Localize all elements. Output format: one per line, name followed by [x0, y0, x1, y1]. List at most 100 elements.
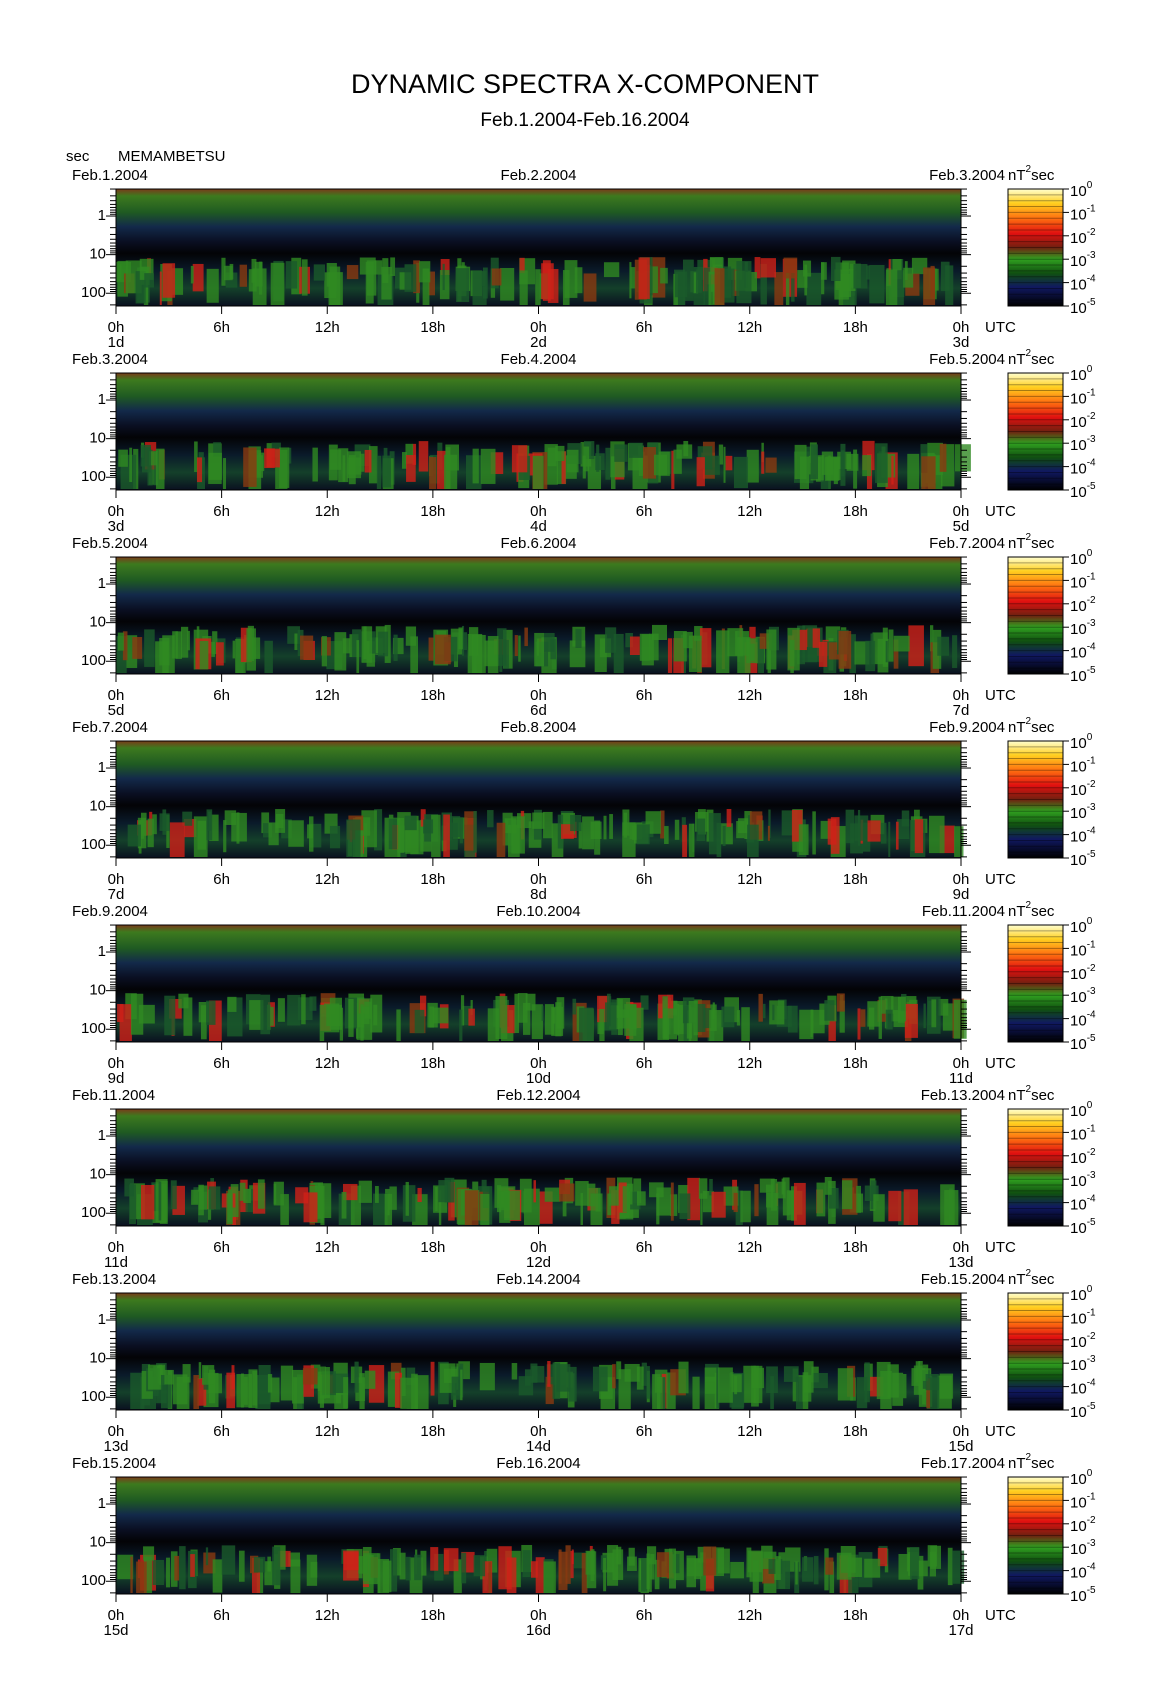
spectrum-patch — [828, 1188, 839, 1209]
spectrum-patch — [264, 640, 273, 673]
unit-exp: 2 — [1026, 532, 1032, 543]
spectrum-patch — [420, 1550, 427, 1576]
spectrum-patch — [723, 446, 726, 483]
date-label: Feb.14.2004 — [496, 1271, 580, 1288]
spectrum-patch — [388, 818, 398, 850]
colorbar-unit: nT2sec — [1008, 1084, 1055, 1104]
colorbar-label: 10-2 — [1070, 962, 1096, 982]
spectrum-patch — [708, 813, 721, 855]
spectrum-patch — [462, 1005, 473, 1026]
spectrum-patch — [573, 1552, 586, 1569]
spectrum-patch — [627, 1556, 637, 1571]
colorbar-base: 10 — [1070, 919, 1087, 936]
spectrum-patch — [420, 809, 426, 827]
colorbar-base: 10 — [1070, 1150, 1087, 1167]
colorbar — [1007, 1476, 1064, 1595]
colorbar-label: 10-5 — [1070, 1033, 1096, 1053]
spectrum-patch — [532, 455, 544, 489]
spectrum-patch — [783, 1366, 799, 1382]
spectrum-patch — [208, 452, 222, 480]
colorbar-label: 10-2 — [1070, 594, 1096, 614]
spectrum-patch — [155, 448, 165, 489]
spectrum-patch — [438, 1190, 442, 1225]
colorbar — [1007, 372, 1064, 491]
spectrum-patch — [459, 1009, 463, 1041]
panel: Feb.15.2004 Feb.16.2004 Feb.17.2004 nT2sec 1… — [72, 1452, 1096, 1639]
spectrum-patch — [346, 819, 361, 857]
spectrum-patch — [378, 631, 389, 657]
spectrum-patch — [473, 1555, 486, 1577]
x-tick-label: 12h — [737, 503, 762, 520]
spectrum-patch — [703, 1008, 712, 1029]
spectrum-patch — [799, 456, 810, 489]
unit-part: sec — [1031, 1087, 1055, 1104]
spectrum-patch — [741, 1007, 750, 1041]
spectrum-patch — [137, 817, 147, 849]
spectrum-patch — [768, 809, 771, 838]
spectrum-patch — [612, 1364, 616, 1389]
spectrum-patch — [162, 635, 175, 673]
colorbar-label: 10-5 — [1070, 1585, 1096, 1605]
x-unit: UTC — [985, 1055, 1016, 1072]
spectrum-patch — [555, 445, 565, 462]
spectrum-patch — [612, 1549, 624, 1580]
spectrum-patch — [663, 1008, 678, 1040]
spectrum-patch — [786, 1190, 797, 1221]
spectrum-patch — [705, 1376, 719, 1394]
colorbar-label: 10-2 — [1070, 410, 1096, 430]
spectrum-patch — [382, 1560, 392, 1593]
spectrum-patch — [480, 1193, 490, 1225]
spectrum-patch — [130, 1556, 133, 1593]
spectrum-patch — [902, 1373, 907, 1399]
spectrum-patch — [126, 635, 138, 668]
panel: Feb.5.2004 Feb.6.2004 Feb.7.2004 nT2sec1101… — [72, 532, 1096, 719]
spectrum-patch — [292, 1369, 304, 1404]
spectrum-patch — [609, 1186, 622, 1206]
colorbar-label: 10-3 — [1070, 434, 1096, 454]
spectrum-patch — [692, 272, 699, 294]
x-tick-label: 18h — [843, 1055, 868, 1072]
spectrum-patch — [226, 1193, 233, 1225]
spectrum-patch — [288, 447, 292, 464]
spectrum-patch — [630, 267, 636, 289]
spectrum-patch — [343, 1552, 359, 1571]
spectrum-patch — [703, 267, 712, 305]
unit-part: sec — [1031, 1271, 1055, 1288]
spectrum-patch — [226, 1372, 236, 1409]
x-tick-label: 6h — [213, 1423, 230, 1440]
y-tick-label: 10 — [89, 1166, 106, 1183]
colorbar-base: 10 — [1070, 1220, 1087, 1237]
x-tick-label: 18h — [843, 503, 868, 520]
spectrum-patch — [733, 1192, 738, 1213]
spectrum-patch — [629, 1007, 644, 1041]
spectrum-patch — [179, 1546, 186, 1590]
spectrum-patch — [555, 1002, 562, 1037]
spectrum-patch — [543, 1561, 556, 1593]
spectrum-patch — [725, 455, 733, 471]
colorbar — [1007, 924, 1064, 1043]
spectrum-patch — [313, 264, 325, 281]
spectrum-patch — [873, 1194, 885, 1222]
colorbar-exp: -3 — [1087, 1354, 1096, 1365]
spectrum-patch — [757, 638, 765, 673]
spectrum-patch — [158, 1181, 162, 1221]
spectrum-patch — [541, 1005, 544, 1021]
spectrum-patch — [500, 268, 515, 301]
spectrum-patch — [828, 1005, 836, 1041]
spectrum-patch — [239, 1182, 246, 1201]
spectrum-patch — [414, 1554, 422, 1581]
day-label: 14d — [526, 1438, 551, 1455]
spectrum-patch — [264, 1561, 276, 1586]
colorbar-label: 10-1 — [1070, 1123, 1096, 1143]
colorbar-unit: nT2sec — [1008, 1452, 1055, 1472]
spectrum-patch — [272, 1546, 281, 1586]
spectrum-patch — [302, 1368, 318, 1385]
colorbar-base: 10 — [1070, 805, 1087, 822]
spectrum-patch — [785, 272, 790, 305]
spectrum-patch — [544, 444, 558, 485]
spectrum-patch — [746, 638, 757, 664]
spectrum-patch — [319, 1004, 325, 1041]
spectrum-patch — [594, 634, 607, 673]
spectrum-patch — [481, 271, 486, 287]
spectrum-patch — [629, 636, 640, 656]
